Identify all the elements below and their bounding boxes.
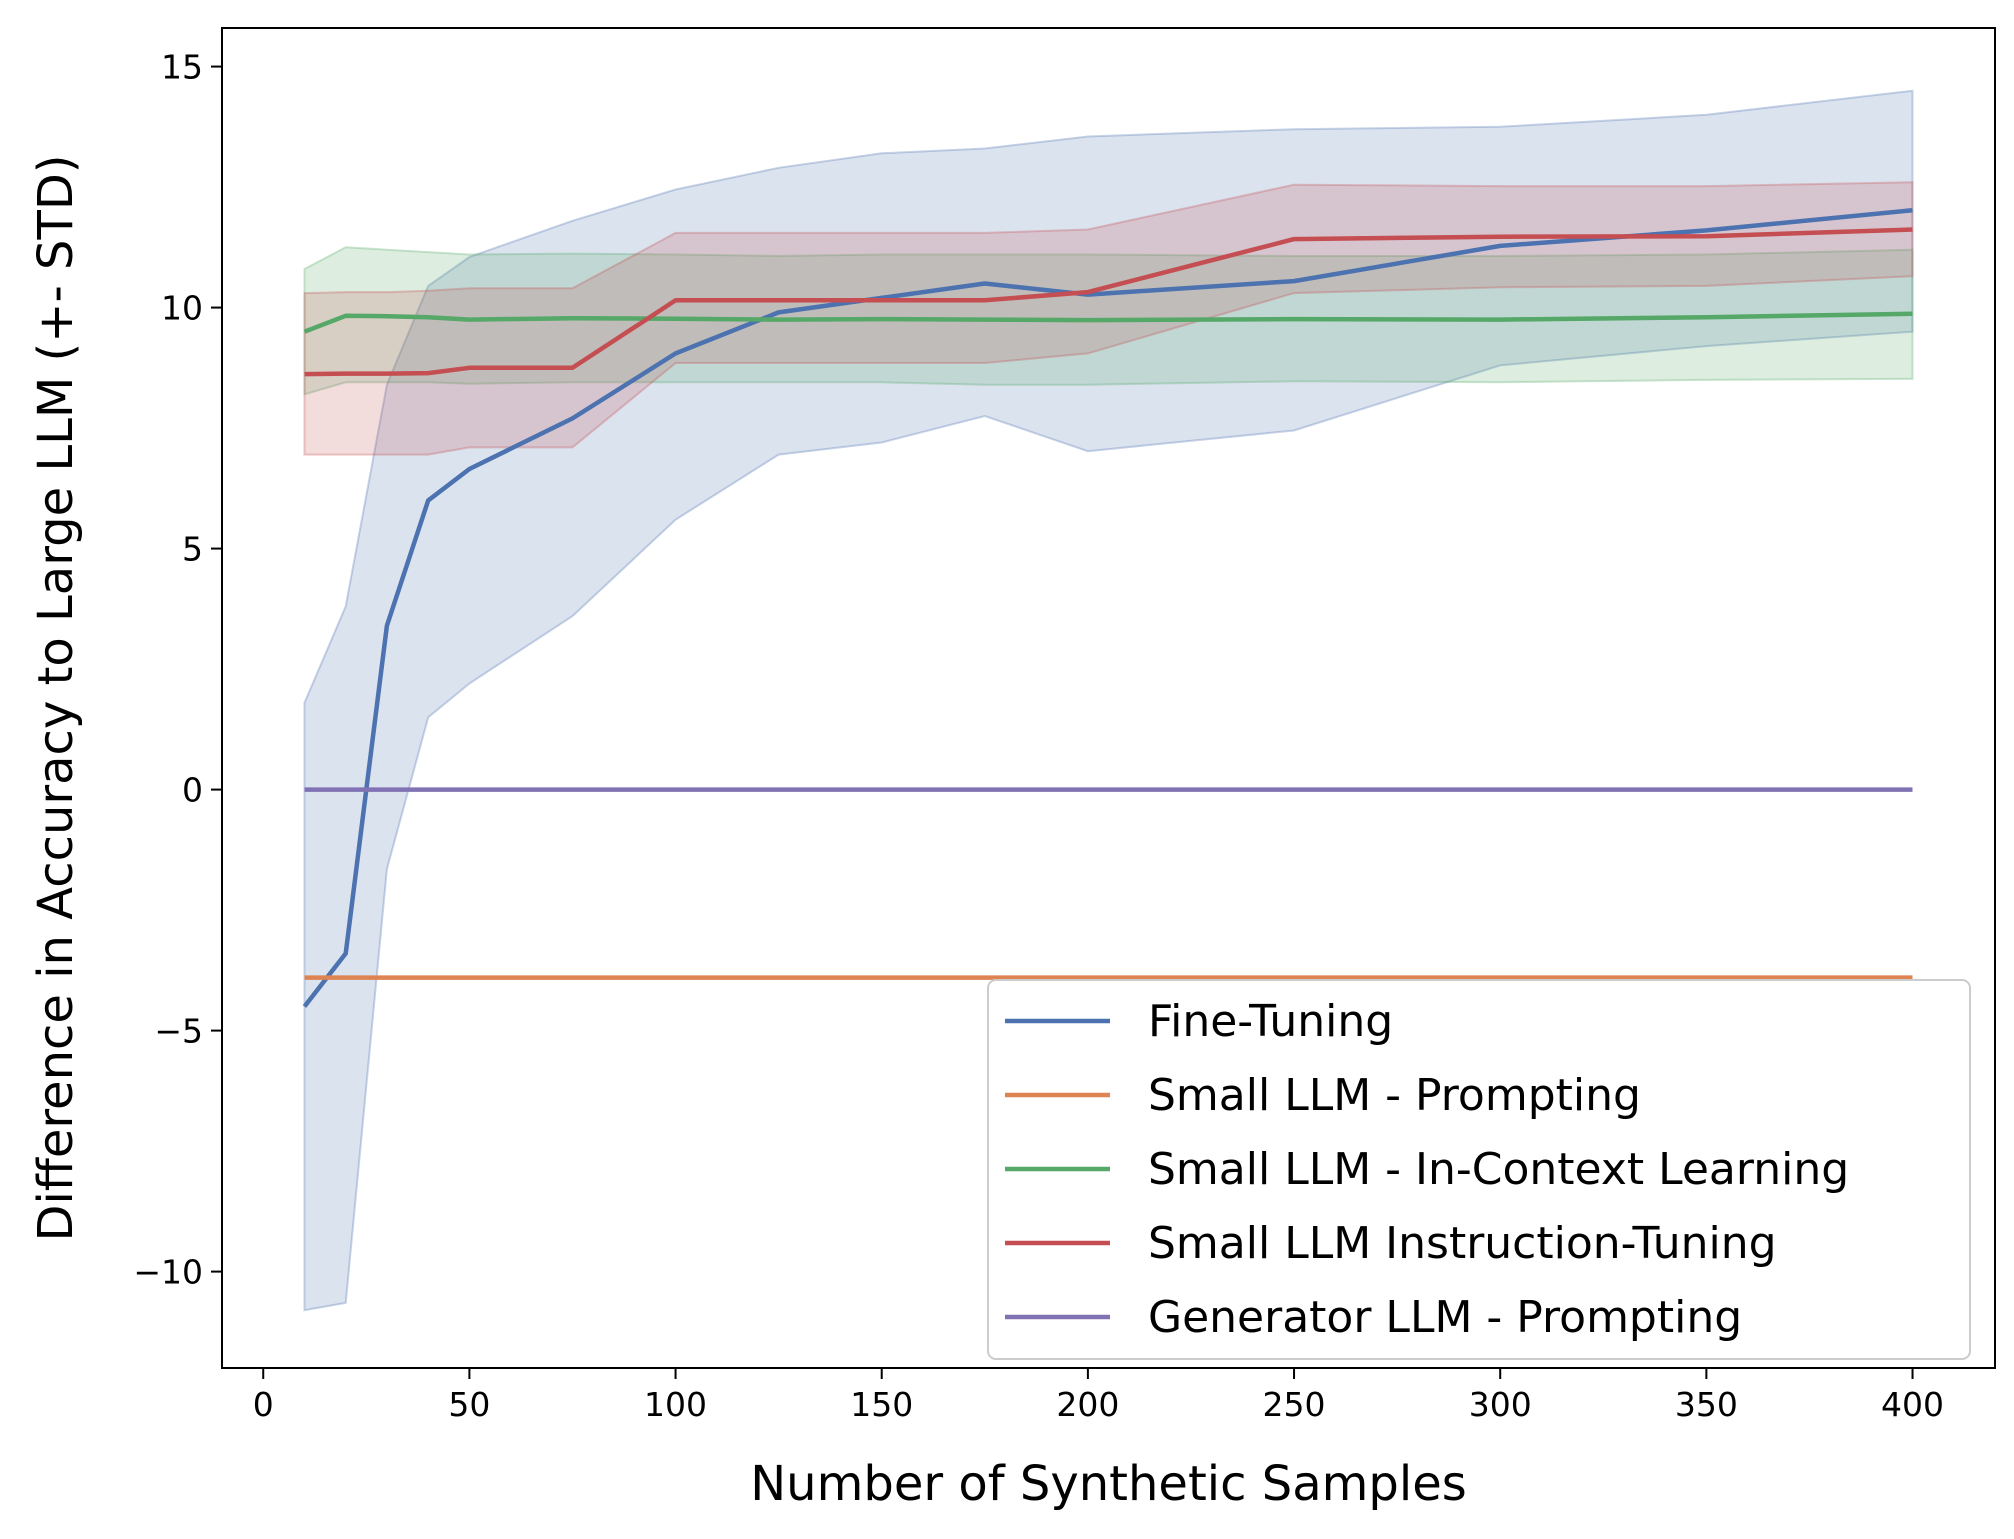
legend-label-small-llm-in-context-learning: Small LLM - In-Context Learning: [1148, 1144, 1849, 1195]
x-tick-label: 300: [1469, 1385, 1532, 1424]
legend-label-small-llm-prompting: Small LLM - Prompting: [1148, 1070, 1641, 1121]
y-axis-ticks: −10 −5 0 5 10 15: [133, 48, 222, 1292]
small-llm-instruction-tuning-line: [304, 227, 1913, 377]
series-lines: [302, 207, 1913, 1008]
plot-frame: [221, 27, 1996, 1369]
legend-label-fine-tuning: Fine-Tuning: [1148, 996, 1393, 1047]
x-tick-label: 250: [1263, 1385, 1326, 1424]
fine-tuning-line: [302, 207, 1913, 1008]
y-tick-label: 10: [161, 289, 203, 328]
y-tick-label: −10: [133, 1253, 203, 1292]
x-tick-label: 150: [850, 1385, 913, 1424]
small-llm-in-context-learning-line: [303, 311, 1913, 334]
legend: Fine-Tuning Small LLM - Prompting Small LL…: [987, 979, 1971, 1360]
legend-box: [987, 979, 1971, 1360]
y-tick-label: −5: [154, 1012, 203, 1051]
legend-label-generator-llm-prompting: Generator LLM - Prompting: [1148, 1292, 1742, 1343]
x-tick-label: 0: [253, 1385, 274, 1424]
x-tick-label: 400: [1881, 1385, 1944, 1424]
x-axis-label: Number of Synthetic Samples: [750, 1456, 1466, 1512]
x-tick-label: 200: [1056, 1385, 1119, 1424]
y-tick-label: 15: [161, 48, 203, 87]
legend-label-small-llm-instruction-tuning: Small LLM Instruction-Tuning: [1148, 1218, 1777, 1269]
y-axis-label: Difference in Accuracy to Large LLM (+- …: [28, 154, 84, 1241]
x-tick-label: 50: [448, 1385, 490, 1424]
y-tick-label: 0: [182, 771, 203, 810]
x-tick-label: 350: [1675, 1385, 1738, 1424]
x-tick-label: 100: [644, 1385, 707, 1424]
y-tick-label: 5: [182, 530, 203, 569]
x-axis-ticks: 0 50 100 150 200 250 300 350 400: [253, 1368, 1944, 1424]
fine-tuning-std-band: [303, 89, 1914, 1312]
